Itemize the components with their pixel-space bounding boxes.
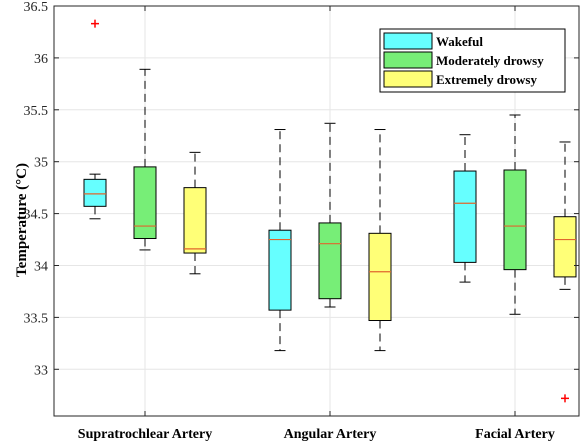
box-moderately-drowsy xyxy=(503,114,527,315)
x-category-label: Facial Artery xyxy=(475,427,555,442)
box-moderately-drowsy xyxy=(133,68,157,251)
box-body xyxy=(83,178,107,207)
y-tick-label: 36.5 xyxy=(24,0,49,15)
box-body xyxy=(133,166,157,240)
box-extremely-drowsy xyxy=(183,151,207,275)
y-tick-label: 35.5 xyxy=(24,104,49,119)
legend: Wakeful Moderately drowsy Extremely drowsy xyxy=(379,28,566,93)
box-moderately-drowsy xyxy=(318,122,342,308)
x-category-labels: Supratrochlear Artery Angular Artery Facia… xyxy=(78,427,555,442)
plot-frame xyxy=(53,5,580,417)
y-tick-label: 36 xyxy=(34,52,48,67)
box-body xyxy=(503,169,527,271)
box-extremely-drowsy xyxy=(368,129,392,352)
x-category-label: Angular Artery xyxy=(284,427,377,442)
legend-swatch xyxy=(383,70,433,88)
legend-swatch xyxy=(383,51,433,69)
y-tick-label: 34 xyxy=(34,259,48,274)
box-body xyxy=(268,229,292,311)
y-axis-title: Temperature (°C) xyxy=(14,163,30,277)
box-wakeful xyxy=(453,134,477,283)
boxplot-series xyxy=(83,19,577,403)
box-body xyxy=(368,232,392,322)
box-body xyxy=(318,222,342,300)
box-wakeful xyxy=(83,19,107,220)
box-wakeful xyxy=(268,129,292,352)
legend-label: Wakeful xyxy=(436,34,483,49)
y-tick-labels: 33 33.5 34 34.5 35 35.5 36 36.5 xyxy=(24,0,49,378)
x-category-label: Supratrochlear Artery xyxy=(78,427,212,442)
y-tick-label: 33 xyxy=(34,363,48,378)
y-tick-label: 33.5 xyxy=(24,311,49,326)
y-tick-label: 34.5 xyxy=(24,208,49,223)
box-body xyxy=(453,170,477,263)
legend-label: Extremely drowsy xyxy=(436,72,537,87)
legend-label: Moderately drowsy xyxy=(436,53,544,68)
box-body xyxy=(553,216,577,278)
y-tick-label: 35 xyxy=(34,156,48,171)
axes xyxy=(53,5,580,417)
box-body xyxy=(183,187,207,254)
box-extremely-drowsy xyxy=(553,141,577,403)
legend-swatch xyxy=(383,32,433,50)
